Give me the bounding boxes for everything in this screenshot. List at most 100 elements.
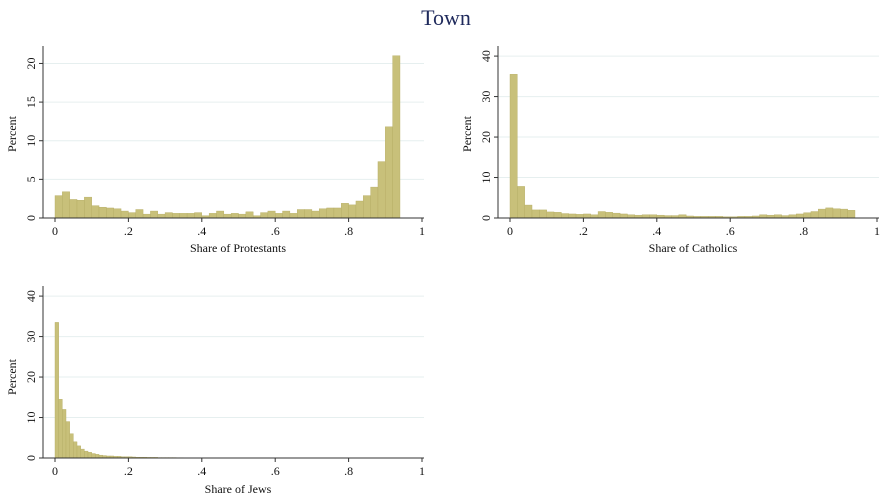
histogram-bar <box>377 161 386 219</box>
histogram-bar <box>583 213 591 219</box>
x-axis-label: Share of Protestants <box>190 241 286 255</box>
histogram-bar <box>179 213 188 219</box>
histogram-bar <box>847 210 856 219</box>
histogram-bar <box>553 212 562 219</box>
x-tick-label: .8 <box>344 224 353 238</box>
histogram-bar <box>304 209 313 219</box>
histogram-bar <box>289 213 298 219</box>
histogram-bar <box>392 55 401 219</box>
histogram-bar <box>275 213 283 219</box>
histogram-bar <box>267 210 276 219</box>
x-tick-label: .2 <box>579 224 588 238</box>
histogram-bar <box>113 208 122 219</box>
figure-title: Town <box>421 5 471 30</box>
y-axis-label: Percent <box>460 115 474 152</box>
x-tick-label: 1 <box>419 464 425 478</box>
histogram-bar <box>355 200 364 219</box>
x-tick-label: 1 <box>874 224 880 238</box>
histogram-bar <box>619 213 628 219</box>
histogram-bar <box>157 213 166 219</box>
histogram-bar <box>106 207 114 219</box>
x-tick-label: .2 <box>124 224 133 238</box>
y-tick-label: 0 <box>24 455 38 461</box>
histogram-bar <box>54 195 63 219</box>
histogram-bar <box>238 213 247 219</box>
histogram-bar <box>216 210 225 219</box>
histogram-bar <box>245 211 254 219</box>
histogram-bar <box>194 212 203 219</box>
histogram-bar <box>230 213 239 219</box>
y-tick-label: 15 <box>24 96 38 108</box>
histogram-bar <box>260 212 269 219</box>
histogram-bar <box>62 191 70 219</box>
histogram-bar <box>98 206 107 219</box>
histogram-bar <box>333 207 342 219</box>
histogram-bar <box>73 441 78 459</box>
x-tick-label: 0 <box>52 464 58 478</box>
x-tick-label: .6 <box>726 224 735 238</box>
histogram-bar <box>810 211 819 219</box>
jews-histogram: Share of Jews Percent 0 10 20 30 40 0 .2 .4 .6 .8… <box>5 286 425 496</box>
histogram-bar <box>524 204 533 219</box>
histogram-bar <box>612 212 621 219</box>
histogram-bar <box>84 196 92 219</box>
y-tick-label: 30 <box>24 331 38 343</box>
histogram-bar <box>87 452 92 459</box>
histogram-bar <box>517 186 525 219</box>
x-tick-label: 1 <box>419 224 425 238</box>
y-tick-label: 20 <box>24 371 38 383</box>
y-tick-label: 10 <box>24 135 38 147</box>
histogram-bar <box>385 126 393 219</box>
histogram-bar <box>223 213 232 219</box>
y-tick-label: 20 <box>479 131 493 143</box>
histogram-bar <box>62 409 67 459</box>
histogram-bar <box>84 450 89 459</box>
histogram-bar <box>311 210 320 219</box>
histogram-bar <box>818 208 826 219</box>
histogram-bar <box>539 209 547 219</box>
y-tick-label: 20 <box>24 57 38 69</box>
catholics-histogram: Share of Catholics Percent 0 10 20 30 40 0 .2.… <box>460 46 880 255</box>
histogram-bar <box>605 212 613 219</box>
histogram-bar <box>135 209 144 219</box>
histogram-bar <box>531 209 540 219</box>
histogram-bar <box>297 209 305 219</box>
histogram-bar <box>91 453 96 459</box>
histogram-bar <box>120 210 129 219</box>
histogram-bar <box>69 433 74 459</box>
y-tick-label: 0 <box>24 215 38 221</box>
histogram-bar <box>832 208 841 219</box>
histogram-bar <box>575 214 584 219</box>
x-tick-label: .6 <box>271 224 280 238</box>
histogram-bar <box>69 199 78 219</box>
histogram-bar <box>546 211 555 219</box>
histogram-bar <box>128 212 136 219</box>
histogram-bar <box>825 207 834 219</box>
protestants-histogram: Share of Protestants Percent 0 5 10 15 20 0 .2… <box>5 46 425 255</box>
histogram-bar <box>80 448 85 459</box>
x-tick-label: .4 <box>652 224 661 238</box>
histogram-bar <box>58 399 63 459</box>
y-tick-label: 10 <box>24 412 38 424</box>
histogram-bar <box>341 203 349 219</box>
y-axis-label: Percent <box>5 115 19 152</box>
histogram-bar <box>65 421 70 459</box>
histogram-bar <box>186 213 195 219</box>
histogram-bar <box>54 322 59 459</box>
histogram-bar <box>319 208 327 219</box>
x-tick-label: .4 <box>197 464 206 478</box>
y-tick-label: 40 <box>24 290 38 302</box>
histogram-bar <box>76 445 81 459</box>
histogram-bar <box>509 74 518 219</box>
histogram-bar <box>326 207 335 219</box>
histogram-bar <box>95 454 100 459</box>
x-tick-label: .6 <box>271 464 280 478</box>
x-tick-label: .2 <box>124 464 133 478</box>
x-tick-label: 0 <box>52 224 58 238</box>
histogram-bar <box>142 213 151 219</box>
histogram-bar <box>172 213 180 219</box>
y-tick-label: 40 <box>479 50 493 62</box>
histogram-bar <box>796 213 804 219</box>
histogram-bar <box>803 212 812 219</box>
